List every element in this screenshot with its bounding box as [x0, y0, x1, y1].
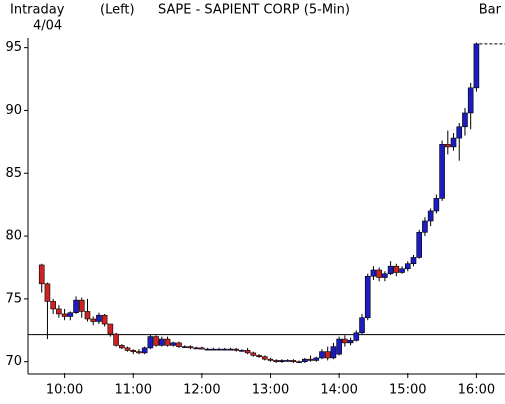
candle-body [313, 357, 320, 361]
candle-body [393, 265, 400, 273]
candle-body [319, 351, 325, 359]
y-tick-label: 70 [5, 354, 22, 369]
candle-body [336, 338, 342, 355]
x-tick-label: 13:00 [252, 383, 289, 398]
candle-body [250, 352, 257, 356]
candle-body [359, 317, 365, 334]
candle-body [193, 347, 199, 350]
y-tick-label: 85 [5, 166, 22, 181]
candle-body [324, 351, 331, 359]
candle-body [61, 313, 68, 317]
candle-body [84, 311, 91, 320]
x-tick-label: 16:00 [458, 383, 495, 398]
candle-body [107, 323, 114, 335]
candle-body [101, 314, 108, 325]
y-tick-label: 90 [5, 103, 22, 118]
candle-body [164, 338, 171, 346]
candle-body [96, 314, 102, 322]
candle-body [342, 338, 348, 344]
candle-body [422, 220, 428, 233]
candle-body [73, 299, 79, 314]
candle-body [473, 43, 480, 89]
candle-body [44, 283, 51, 302]
candle-body [353, 332, 360, 341]
candle-body [450, 137, 457, 148]
candle-body [244, 350, 251, 354]
candle-body [187, 346, 194, 349]
candle-body [216, 348, 222, 351]
candle-body [204, 348, 211, 351]
candle-body [462, 112, 468, 128]
candle-body [302, 358, 308, 362]
chart-style: Bar [479, 3, 502, 18]
candle-body [130, 350, 137, 352]
candle-body [376, 269, 382, 278]
candle-body [284, 360, 291, 362]
chart-title: SAPE - SAPIENT CORP (5-Min) [158, 3, 350, 18]
candle-body [387, 265, 394, 275]
candle-body [56, 308, 62, 315]
candle-body [261, 356, 268, 360]
candle-body [170, 342, 177, 346]
x-tick-label: 14:00 [320, 383, 357, 398]
candle-body [267, 358, 274, 361]
candle-body [159, 338, 165, 346]
candle-body [364, 275, 371, 319]
candle-body [90, 318, 97, 322]
date: 4/04 [33, 19, 62, 34]
candle-body [221, 348, 228, 351]
candle-body [181, 346, 188, 348]
candle-body [50, 301, 56, 310]
candle-body [273, 360, 280, 362]
candle-body [78, 299, 85, 312]
axis-side: (Left) [100, 3, 135, 18]
y-tick-label: 75 [5, 291, 22, 306]
candle-body [113, 333, 119, 346]
candle-body [136, 351, 142, 354]
candle-body [239, 350, 245, 352]
candle-body [433, 198, 440, 212]
candle-body [67, 312, 74, 317]
candle-body [153, 336, 159, 346]
candle-body [147, 336, 154, 349]
candle-body [279, 360, 285, 362]
candle-body [227, 348, 234, 351]
candle-body [38, 264, 45, 285]
candle-body [347, 340, 354, 344]
candle-body [439, 144, 445, 199]
y-tick-label: 95 [5, 40, 22, 55]
candle-body [210, 348, 217, 351]
candle-body [118, 345, 125, 349]
y-tick-label: 80 [5, 229, 22, 244]
candle-body [456, 126, 463, 139]
candle-body [467, 87, 474, 114]
candle-body [370, 269, 377, 277]
candle-body [290, 360, 297, 362]
candle-body [427, 210, 434, 222]
header-left: Intraday [10, 3, 65, 18]
candle-body [410, 257, 417, 265]
x-tick-label: 10:00 [46, 383, 83, 398]
x-tick-label: 11:00 [115, 383, 152, 398]
candle-body [445, 144, 451, 148]
candle-body [124, 347, 131, 351]
candle-body [256, 355, 262, 357]
candle-body [199, 347, 205, 350]
x-tick-label: 12:00 [183, 383, 220, 398]
candle-body [296, 361, 302, 363]
candle-body [176, 342, 182, 347]
candle-body [330, 346, 337, 359]
candle-body [141, 347, 148, 354]
candle-body [233, 348, 239, 351]
candle-body [399, 268, 405, 273]
candle-body [404, 263, 411, 270]
x-tick-label: 15:00 [389, 383, 426, 398]
candle-body [382, 273, 388, 278]
candle-body [416, 232, 423, 258]
candle-body [307, 358, 314, 361]
